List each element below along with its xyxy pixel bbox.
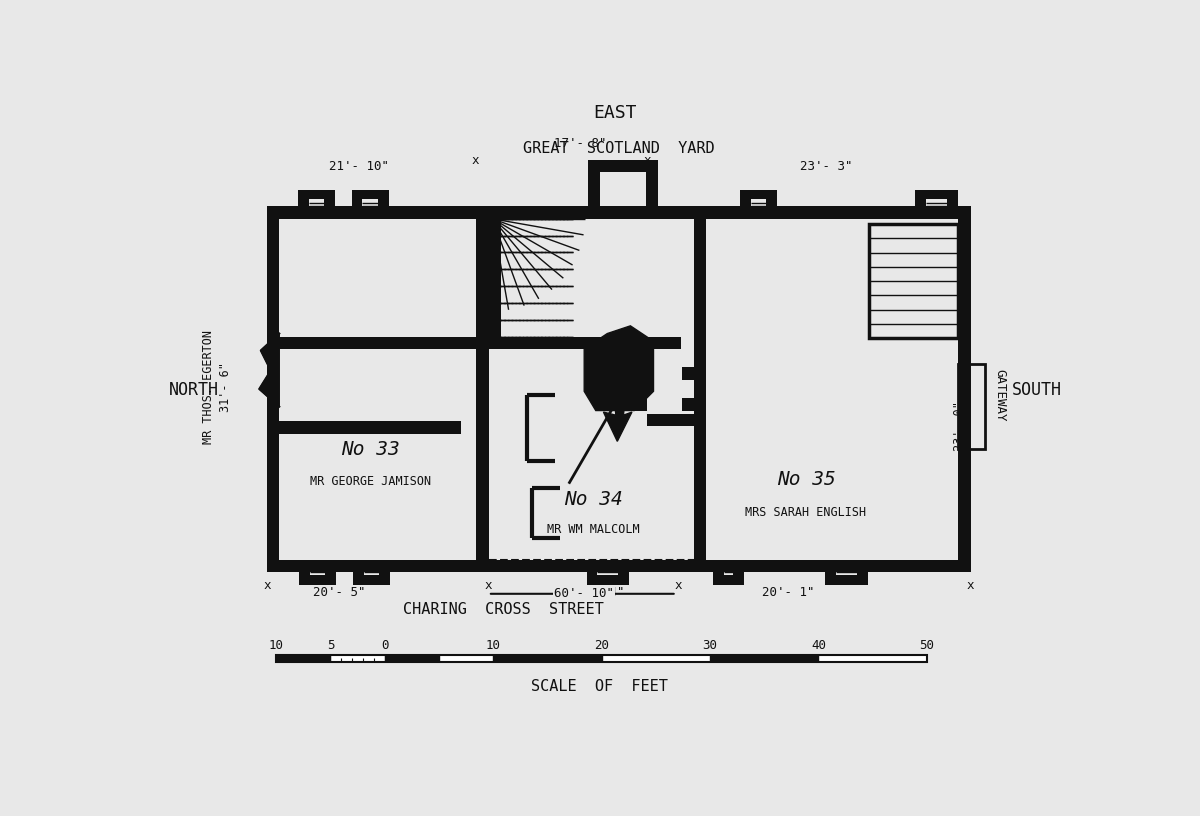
- Polygon shape: [584, 326, 654, 410]
- Bar: [959, 206, 971, 572]
- Text: x: x: [967, 579, 974, 592]
- Text: MR WM MALCOLM: MR WM MALCOLM: [547, 523, 640, 536]
- Bar: [298, 189, 308, 217]
- Bar: [299, 575, 336, 584]
- Text: 23'- 3": 23'- 3": [800, 161, 853, 173]
- Bar: [502, 337, 682, 349]
- Bar: [959, 364, 985, 449]
- Bar: [826, 575, 868, 584]
- Bar: [916, 189, 958, 199]
- Text: 30: 30: [702, 639, 718, 651]
- Polygon shape: [604, 357, 632, 441]
- Bar: [276, 654, 330, 663]
- Text: 10: 10: [486, 639, 500, 651]
- Bar: [266, 560, 971, 572]
- Text: MR THOS. EGERTON: MR THOS. EGERTON: [202, 330, 215, 445]
- Text: MRS SARAH ENGLISH: MRS SARAH ENGLISH: [745, 506, 866, 519]
- Bar: [624, 395, 647, 410]
- Polygon shape: [259, 334, 280, 406]
- Bar: [618, 560, 629, 584]
- Bar: [869, 224, 959, 338]
- Text: No 33: No 33: [342, 440, 401, 459]
- Text: 23'- 0": 23'- 0": [954, 401, 966, 451]
- Text: 10: 10: [269, 639, 283, 651]
- Bar: [330, 654, 385, 663]
- Bar: [694, 206, 706, 572]
- Bar: [588, 172, 600, 219]
- Bar: [280, 337, 476, 349]
- Bar: [587, 575, 629, 584]
- Bar: [280, 421, 372, 433]
- Text: 20'- 5": 20'- 5": [313, 586, 366, 599]
- Text: 40: 40: [811, 639, 826, 651]
- Bar: [324, 189, 335, 217]
- Text: x: x: [643, 153, 652, 166]
- Text: CHARING  CROSS  STREET: CHARING CROSS STREET: [403, 601, 604, 617]
- Bar: [266, 206, 280, 572]
- Bar: [646, 172, 658, 219]
- Bar: [733, 560, 744, 584]
- Bar: [368, 421, 461, 433]
- Bar: [352, 189, 362, 217]
- Bar: [298, 189, 335, 199]
- Bar: [476, 206, 488, 572]
- Text: 20'- 4": 20'- 4": [572, 586, 624, 599]
- Text: GATEWAY: GATEWAY: [994, 369, 1007, 421]
- Text: x: x: [472, 153, 479, 166]
- Text: MR GEORGE JAMISON: MR GEORGE JAMISON: [311, 475, 432, 488]
- Bar: [818, 654, 926, 663]
- Bar: [266, 206, 971, 219]
- Bar: [947, 189, 958, 217]
- Bar: [299, 560, 310, 584]
- Bar: [353, 560, 364, 584]
- Bar: [766, 189, 776, 217]
- Bar: [682, 367, 694, 379]
- Bar: [710, 654, 818, 663]
- Text: SCALE  OF  FEET: SCALE OF FEET: [532, 679, 668, 694]
- Bar: [488, 219, 502, 349]
- Text: x: x: [674, 579, 682, 592]
- Text: 0: 0: [380, 639, 389, 651]
- Bar: [713, 575, 744, 584]
- Bar: [739, 189, 776, 199]
- Text: x: x: [485, 579, 492, 592]
- Text: 50: 50: [919, 639, 935, 651]
- Text: No 34: No 34: [564, 490, 623, 508]
- Bar: [379, 560, 390, 584]
- Bar: [739, 189, 750, 217]
- Bar: [916, 189, 926, 217]
- Bar: [826, 560, 836, 584]
- Bar: [682, 398, 694, 410]
- Bar: [378, 189, 389, 217]
- Text: No 35: No 35: [776, 470, 835, 490]
- Bar: [385, 654, 439, 663]
- Bar: [276, 654, 926, 663]
- Text: EAST: EAST: [593, 104, 637, 122]
- Bar: [493, 654, 601, 663]
- Bar: [601, 654, 710, 663]
- Text: 31'- 6": 31'- 6": [218, 362, 232, 412]
- Text: 60'- 10": 60'- 10": [554, 588, 614, 601]
- Text: SOUTH: SOUTH: [1012, 381, 1062, 399]
- Text: GREAT  SCOTLAND  YARD: GREAT SCOTLAND YARD: [523, 141, 715, 156]
- Bar: [352, 189, 389, 199]
- Bar: [647, 414, 694, 426]
- Bar: [857, 560, 868, 584]
- Bar: [439, 654, 493, 663]
- Bar: [353, 575, 390, 584]
- Text: 21'- 10": 21'- 10": [329, 161, 389, 173]
- Text: 20: 20: [594, 639, 610, 651]
- Bar: [587, 560, 598, 584]
- Text: x: x: [263, 579, 271, 592]
- Bar: [588, 159, 658, 172]
- Text: 20'- 1": 20'- 1": [762, 586, 815, 599]
- Text: 5: 5: [326, 639, 334, 651]
- Text: 17'- 8": 17'- 8": [554, 137, 607, 150]
- Text: NORTH: NORTH: [168, 381, 218, 399]
- Bar: [325, 560, 336, 584]
- Bar: [713, 560, 724, 584]
